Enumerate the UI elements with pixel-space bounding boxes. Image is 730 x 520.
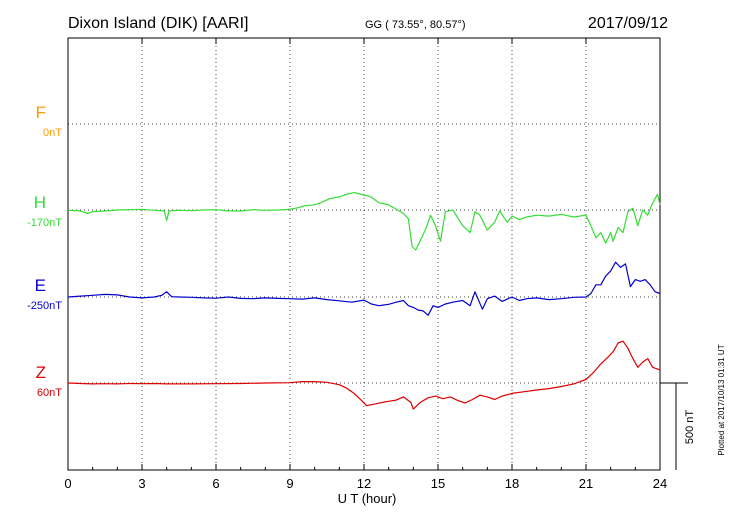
- channel-baseline-H: -170nT: [27, 217, 62, 229]
- x-tick-label: 12: [357, 476, 371, 491]
- x-tick-label: 9: [286, 476, 293, 491]
- x-axis-label: U T (hour): [338, 491, 397, 506]
- scale-bar-label: 500 nT: [684, 410, 696, 445]
- station-title: Dixon Island (DIK) [AARI]: [68, 15, 249, 32]
- channel-name-F: F: [36, 103, 46, 122]
- series-line-Z: [67, 340, 661, 410]
- x-tick-label: 15: [431, 476, 445, 491]
- grid: [68, 38, 660, 470]
- x-tick-label: 3: [138, 476, 145, 491]
- channel-name-H: H: [34, 193, 46, 212]
- x-tick-label: 18: [505, 476, 519, 491]
- channel-labels: F 0nT H -170nT E -250nT Z 60nT: [27, 103, 62, 399]
- date-label: 2017/09/12: [588, 15, 668, 32]
- x-axis: 0 3 6 9 12 15 18 21 24: [64, 38, 667, 491]
- plotted-note: Plotted at 2017/10/13 01:31 UT: [717, 344, 726, 455]
- channel-baseline-E: -250nT: [27, 300, 62, 312]
- channel-baseline-Z: 60nT: [37, 387, 62, 399]
- channel-name-E: E: [35, 276, 46, 295]
- coordinates-label: GG ( 73.55°, 80.57°): [365, 19, 466, 31]
- x-tick-label: 21: [579, 476, 593, 491]
- channel-name-Z: Z: [36, 363, 46, 382]
- series-line-E: [67, 261, 661, 316]
- scale-bar: 500 nT: [660, 382, 696, 470]
- x-tick-label: 6: [212, 476, 219, 491]
- series-line-H: [67, 192, 661, 251]
- series-group: [67, 192, 661, 410]
- x-tick-label: 24: [653, 476, 667, 491]
- channel-baseline-F: 0nT: [43, 127, 62, 139]
- x-tick-label: 0: [64, 476, 71, 491]
